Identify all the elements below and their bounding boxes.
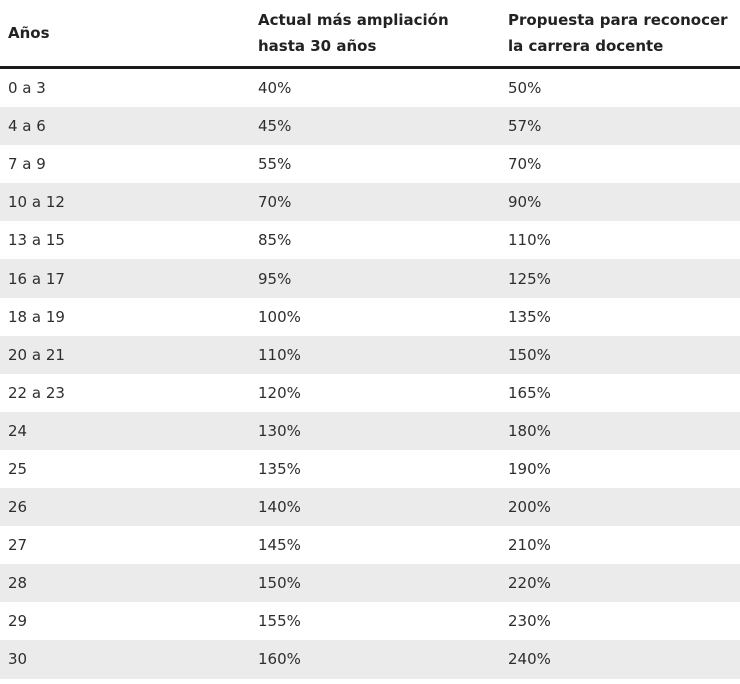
cell-years: 10 a 12: [0, 183, 250, 222]
table-body: 0 a 3 40% 50% 4 a 6 45% 57% 7 a 9 55% 70% 10 a 12…: [0, 67, 740, 679]
cell-propuesta: 57%: [500, 107, 740, 146]
cell-years: 26: [0, 488, 250, 527]
cell-years: 22 a 23: [0, 373, 250, 412]
table-row: 4 a 6 45% 57%: [0, 107, 740, 146]
cell-actual: 120%: [250, 373, 500, 412]
header-propuesta-line1: Propuesta para reconocer: [508, 11, 728, 29]
cell-years: 16 a 17: [0, 259, 250, 298]
table-row: 13 a 15 85% 110%: [0, 221, 740, 260]
table-row: 10 a 12 70% 90%: [0, 183, 740, 222]
table-row: 28 150% 220%: [0, 564, 740, 603]
cell-propuesta: 240%: [500, 640, 740, 679]
header-actual-line1: Actual más ampliación: [258, 11, 449, 29]
cell-years: 4 a 6: [0, 107, 250, 146]
cell-actual: 150%: [250, 564, 500, 603]
cell-years: 25: [0, 449, 250, 489]
header-years-label: Años: [8, 24, 50, 42]
cell-years: 7 a 9: [0, 145, 250, 184]
cell-propuesta: 220%: [500, 564, 740, 603]
table-row: 22 a 23 120% 165%: [0, 373, 740, 412]
table-row: 7 a 9 55% 70%: [0, 145, 740, 184]
cell-actual: 55%: [250, 145, 500, 184]
table-row: 30 160% 240%: [0, 640, 740, 679]
cell-propuesta: 230%: [500, 602, 740, 641]
table-row: 18 a 19 100% 135%: [0, 297, 740, 336]
cell-actual: 70%: [250, 183, 500, 222]
cell-propuesta: 110%: [500, 221, 740, 260]
cell-actual: 100%: [250, 297, 500, 336]
cell-propuesta: 125%: [500, 259, 740, 298]
header-row: Años Actual más ampliación hasta 30 años…: [0, 0, 740, 69]
cell-actual: 155%: [250, 602, 500, 641]
cell-years: 13 a 15: [0, 221, 250, 260]
cell-propuesta: 135%: [500, 297, 740, 336]
cell-actual: 95%: [250, 259, 500, 298]
cell-propuesta: 70%: [500, 145, 740, 184]
table-header: Años Actual más ampliación hasta 30 años…: [0, 0, 740, 69]
cell-propuesta: 190%: [500, 449, 740, 489]
cell-years: 29: [0, 602, 250, 641]
cell-propuesta: 180%: [500, 411, 740, 450]
header-propuesta: Propuesta para reconocer la carrera doce…: [500, 0, 740, 69]
header-propuesta-line2: la carrera docente: [508, 37, 664, 55]
cell-actual: 85%: [250, 221, 500, 260]
cell-propuesta: 50%: [500, 67, 740, 108]
cell-years: 24: [0, 411, 250, 450]
cell-actual: 130%: [250, 411, 500, 450]
cell-years: 0 a 3: [0, 67, 250, 108]
table-row: 27 145% 210%: [0, 526, 740, 565]
cell-years: 27: [0, 526, 250, 565]
cell-actual: 110%: [250, 335, 500, 374]
cell-years: 18 a 19: [0, 297, 250, 336]
cell-actual: 160%: [250, 640, 500, 679]
cell-years: 28: [0, 564, 250, 603]
table-row: 0 a 3 40% 50%: [0, 67, 740, 108]
cell-propuesta: 90%: [500, 183, 740, 222]
cell-actual: 45%: [250, 107, 500, 146]
cell-years: 30: [0, 640, 250, 679]
table-row: 29 155% 230%: [0, 602, 740, 641]
header-actual-line2: hasta 30 años: [258, 37, 377, 55]
table-row: 24 130% 180%: [0, 411, 740, 450]
table-row: 25 135% 190%: [0, 449, 740, 489]
table-row: 26 140% 200%: [0, 488, 740, 527]
cell-propuesta: 200%: [500, 488, 740, 527]
table-row: 16 a 17 95% 125%: [0, 259, 740, 298]
cell-propuesta: 150%: [500, 335, 740, 374]
cell-propuesta: 210%: [500, 526, 740, 565]
header-years: Años: [0, 0, 250, 69]
cell-actual: 140%: [250, 488, 500, 527]
cell-propuesta: 165%: [500, 373, 740, 412]
cell-actual: 135%: [250, 449, 500, 489]
table-row: 20 a 21 110% 150%: [0, 335, 740, 374]
cell-actual: 40%: [250, 67, 500, 108]
cell-actual: 145%: [250, 526, 500, 565]
header-actual: Actual más ampliación hasta 30 años: [250, 0, 500, 69]
cell-years: 20 a 21: [0, 335, 250, 374]
